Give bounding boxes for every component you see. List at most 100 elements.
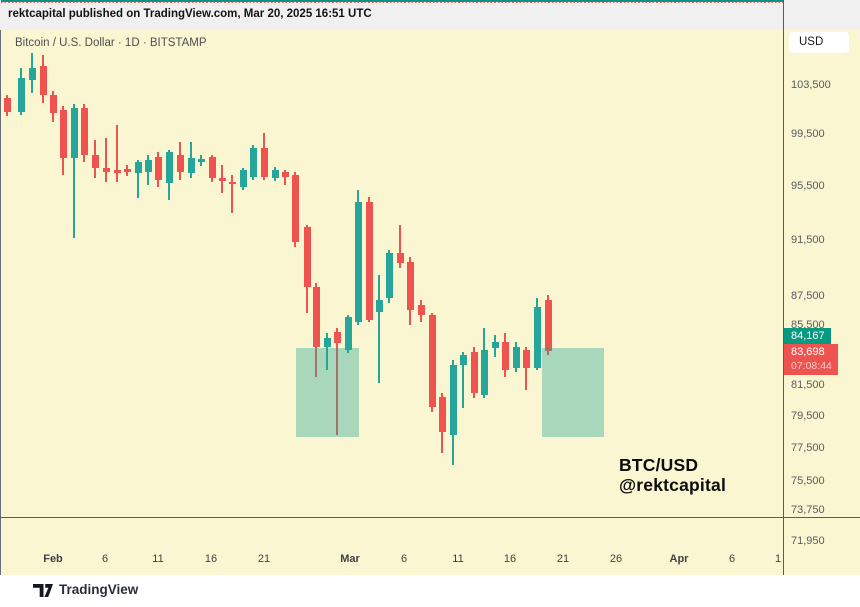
accumulation-zone-box bbox=[542, 348, 604, 438]
symbol-legend: Bitcoin / U.S. Dollar · 1D · BITSTAMP bbox=[15, 37, 207, 49]
candle-wick bbox=[284, 170, 286, 186]
accumulation-zone-box bbox=[296, 348, 359, 438]
candle-body bbox=[3, 98, 11, 113]
candle-body bbox=[533, 307, 541, 369]
candle-body bbox=[323, 338, 331, 348]
candle-body bbox=[187, 158, 195, 174]
candle-body bbox=[154, 157, 162, 181]
watermark-symbol: BTC/USD bbox=[619, 455, 699, 475]
candle-body bbox=[39, 65, 47, 95]
candle-body bbox=[344, 317, 352, 351]
candle-body bbox=[271, 170, 279, 178]
candle-body bbox=[197, 158, 205, 163]
candle-wick bbox=[462, 352, 464, 409]
time-tick-label: 6 bbox=[728, 553, 736, 565]
price-tick-label: 81,500 bbox=[791, 378, 825, 391]
candle-wick bbox=[326, 333, 328, 371]
last-price-badge: 83,698 07:08:44 bbox=[784, 344, 838, 376]
candle-body bbox=[144, 160, 152, 173]
candle-body bbox=[417, 305, 425, 316]
chart-area[interactable]: Bitcoin / U.S. Dollar · 1D · BITSTAMP BT… bbox=[0, 0, 860, 575]
time-tick-label: 11 bbox=[152, 553, 164, 565]
time-tick-label: 16 bbox=[204, 553, 218, 565]
candle-wick bbox=[525, 347, 527, 391]
price-tick-label: 75,500 bbox=[791, 474, 825, 487]
price-tick-label: 103,500 bbox=[791, 79, 831, 91]
candle-body bbox=[80, 107, 88, 155]
price-axis[interactable]: USD 103,500 99,500 95,500 91,500 87,500 85,50… bbox=[783, 0, 860, 575]
currency-toggle-button[interactable]: USD bbox=[789, 32, 849, 53]
price-tick-label: 87,500 bbox=[791, 289, 825, 302]
candle-body bbox=[59, 110, 67, 159]
candle-body bbox=[291, 175, 299, 242]
candle-body bbox=[218, 178, 226, 182]
candle-body bbox=[354, 202, 362, 323]
candle-body bbox=[260, 147, 268, 177]
candle-body bbox=[385, 253, 393, 299]
time-tick-label: 21 bbox=[257, 553, 271, 565]
candle-body bbox=[228, 182, 236, 185]
candle-body bbox=[49, 94, 57, 114]
time-tick-label: Apr bbox=[669, 553, 689, 565]
candle-body bbox=[249, 147, 257, 177]
price-tick-label: 99,500 bbox=[791, 128, 825, 141]
bar-countdown: 07:08:44 bbox=[791, 360, 832, 373]
candle-body bbox=[480, 350, 488, 396]
candle-body bbox=[470, 352, 478, 394]
candle-body bbox=[501, 342, 509, 371]
candle-body bbox=[522, 350, 530, 369]
candle-body bbox=[375, 300, 383, 313]
support-price-badge: 84,167 bbox=[784, 328, 831, 346]
candle-body bbox=[281, 172, 289, 177]
current-price-dotted-line bbox=[1, 2, 783, 4]
candle-body bbox=[428, 315, 436, 408]
candle-body bbox=[239, 170, 247, 188]
time-tick-label: Feb bbox=[43, 553, 63, 565]
candle-body bbox=[312, 287, 320, 348]
attribution-bar: rektcapital published on TradingView.com… bbox=[0, 0, 860, 30]
candle-body bbox=[459, 355, 467, 366]
candle-body bbox=[449, 365, 457, 436]
candle-body bbox=[123, 169, 131, 173]
footer: TradingView bbox=[0, 575, 860, 607]
time-tick-label: Mar bbox=[340, 553, 360, 565]
price-tick-label: 79,500 bbox=[791, 409, 825, 422]
time-tick-label: 16 bbox=[503, 553, 517, 565]
candle-body bbox=[303, 227, 311, 288]
plot-canvas[interactable] bbox=[1, 0, 783, 575]
candle-body bbox=[134, 162, 142, 174]
time-tick-label: 26 bbox=[609, 553, 623, 565]
price-tick-label: 91,500 bbox=[791, 233, 825, 246]
price-tick-label: 85,500 bbox=[791, 318, 825, 331]
candle-wick bbox=[116, 125, 118, 183]
candle-body bbox=[70, 107, 78, 159]
time-tick-label: 21 bbox=[556, 553, 570, 565]
time-axis[interactable]: Feb 6 11 16 21 Mar 6 11 16 21 26 Apr 6 1 bbox=[1, 547, 783, 575]
candle-wick bbox=[137, 160, 139, 199]
candle-body bbox=[396, 253, 404, 264]
candle-wick bbox=[105, 137, 107, 183]
tradingview-logo-icon[interactable] bbox=[33, 584, 53, 597]
time-tick-label: 6 bbox=[101, 553, 109, 565]
support-price-value: 84,167 bbox=[791, 330, 825, 343]
price-tick-label: 95,500 bbox=[791, 179, 825, 192]
axis-separator-line bbox=[0, 517, 860, 518]
candle-body bbox=[91, 155, 99, 168]
candle-body bbox=[165, 152, 173, 184]
candle-body bbox=[491, 342, 499, 349]
support-horizontal-line bbox=[1, 0, 783, 2]
candle-body bbox=[102, 168, 110, 173]
watermark-handle: @rektcapital bbox=[619, 475, 727, 495]
candle-body bbox=[544, 300, 552, 352]
candle-wick bbox=[73, 104, 75, 238]
price-tick-label: 71,950 bbox=[791, 534, 825, 547]
candle-body bbox=[333, 332, 341, 344]
time-tick-label: 6 bbox=[400, 553, 408, 565]
candle-body bbox=[512, 347, 520, 369]
candle-wick bbox=[378, 275, 380, 384]
watermark: BTC/USD @rektcapital bbox=[619, 455, 726, 495]
tradingview-brand-text[interactable]: TradingView bbox=[59, 582, 139, 597]
candle-body bbox=[208, 157, 216, 178]
candle-wick bbox=[231, 175, 233, 214]
